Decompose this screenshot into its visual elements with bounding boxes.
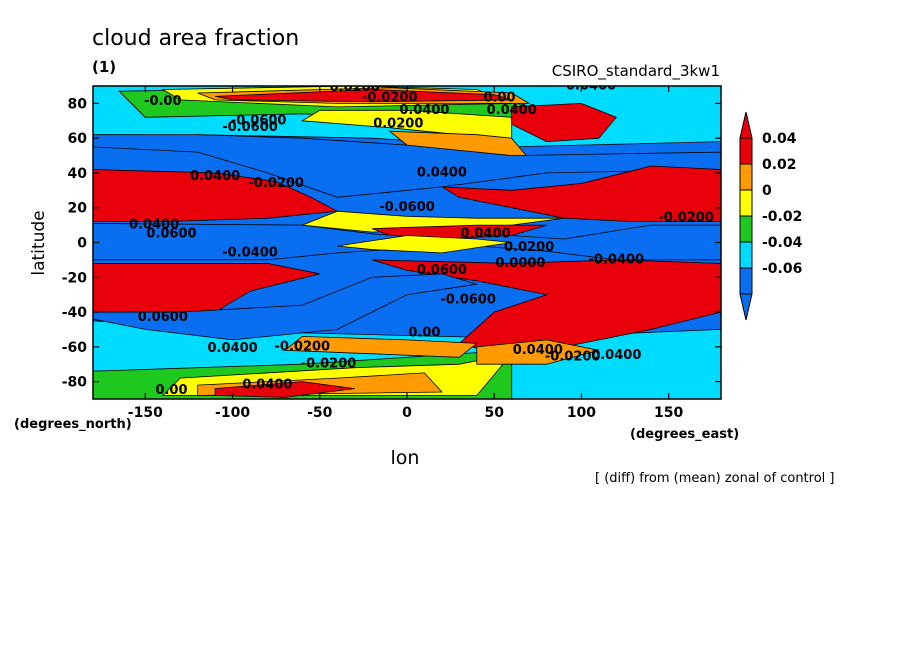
contour-label: 0.0200	[330, 80, 380, 95]
band-south-blue	[93, 273, 477, 341]
x-units-label: (degrees_east)	[630, 427, 739, 442]
contour-label: 0.0400	[417, 165, 467, 180]
contour-label: 0.0400	[591, 348, 641, 363]
contour-label: 0.0400	[513, 343, 563, 358]
contour-label: 0.0600	[417, 263, 467, 278]
filled-contour-bands	[93, 86, 721, 399]
colorbar-top-arrow	[739, 111, 753, 139]
colorbar-label: 0	[762, 183, 772, 199]
colorbar-swatch	[739, 137, 753, 165]
x-tick-label: -150	[128, 405, 163, 421]
contour-label: 0.0400	[399, 103, 449, 118]
contour-label: -0.0400	[561, 79, 617, 94]
y-tick-label: -20	[62, 270, 88, 286]
band-equator-yellow	[337, 235, 512, 254]
contour-label: 0.0400	[208, 341, 258, 356]
y-tick-label: 80	[68, 96, 88, 112]
colorbar-bottom-arrow	[739, 293, 753, 321]
colorbar-swatch	[739, 163, 753, 191]
chart-subtitle: (1)	[92, 58, 116, 76]
contour-label: -0.0200	[658, 211, 714, 226]
contour-label: -0.0600	[222, 120, 278, 135]
band-north-red-strip	[215, 89, 512, 103]
contour-label: -0.0200	[275, 339, 331, 354]
x-axis: -150 -100 -50 0 50 100 150	[128, 86, 684, 421]
colorbar-label: -0.02	[762, 209, 802, 225]
contour-label: -0.0200	[545, 350, 601, 365]
source-label: CSIRO_standard_3kw1	[552, 62, 720, 81]
contour-label: 0.0400	[487, 103, 537, 118]
contour-label: 0.00	[408, 325, 440, 340]
band-south-east-orange	[476, 339, 600, 365]
contour-label: -0.0200	[362, 91, 418, 106]
x-tick-label: 150	[654, 405, 683, 421]
contour-label: -0.0600	[231, 113, 287, 128]
colorbar-label: -0.06	[762, 261, 802, 277]
y-units-label: (degrees_north)	[14, 417, 132, 432]
chart-title: cloud area fraction	[92, 26, 299, 51]
contour-label: 0.00	[483, 91, 515, 106]
footnote: [ (diff) from (mean) zonal of control ]	[595, 471, 834, 486]
colorbar-label: 0.04	[762, 131, 797, 147]
contour-label: 0.0400	[129, 218, 179, 233]
x-tick-label: -50	[307, 405, 333, 421]
contour-label: 0.0600	[146, 226, 196, 241]
contour-label: 0.00	[155, 383, 187, 398]
band-south-west-red	[93, 263, 320, 313]
band-north-east-red	[441, 165, 721, 222]
contour-label: -0.0600	[379, 200, 435, 215]
x-axis-label: lon	[391, 447, 420, 469]
contour-label: 0.0400	[190, 169, 240, 184]
contour-label: 0.0400	[460, 226, 510, 241]
contour-label: 0.0200	[373, 117, 423, 132]
y-tick-label: 60	[68, 131, 88, 147]
contour-label: -0.0200	[301, 357, 357, 372]
contour-label: -0.00	[144, 94, 181, 109]
x-tick-label: -100	[215, 405, 250, 421]
contour-label: -0.0400	[589, 252, 645, 267]
y-tick-label: -80	[62, 375, 88, 391]
colorbar-swatch	[739, 215, 753, 243]
y-tick-label: 20	[68, 201, 88, 217]
y-tick-label: -40	[62, 305, 88, 321]
contour-label: -0.0400	[222, 245, 278, 260]
colorbar-swatch	[739, 267, 753, 295]
y-tick-label: 40	[68, 166, 88, 182]
x-tick-label: 50	[484, 405, 504, 421]
x-tick-label: 100	[567, 405, 596, 421]
band-south-red-blob	[214, 381, 355, 398]
band-south-orange-mid	[283, 335, 478, 358]
plot-area: 0.0200-0.00 -0.02000.04000.00-0.04000.040…	[92, 79, 722, 400]
colorbar-label: -0.04	[762, 235, 803, 251]
contour-label-layer: 0.0200-0.00 -0.02000.04000.00-0.04000.040…	[129, 79, 714, 398]
contour-label: -0.0600	[440, 292, 496, 307]
contour-label: 0.0000	[495, 256, 545, 271]
contour-label: 0.0400	[242, 378, 292, 393]
y-tick-label: -60	[62, 340, 88, 356]
y-tick-label: 0	[77, 236, 87, 252]
colorbar-label: 0.02	[762, 157, 797, 173]
y-axis: 80 60 40 20 0 -20 -40 -60 -80	[62, 96, 721, 391]
contour-label: 0.0200	[504, 240, 554, 255]
colorbar-swatch	[739, 189, 753, 217]
band-north-red-blob	[511, 102, 617, 143]
contour-label: 0.0600	[138, 310, 188, 325]
colorbar: 0.04 0.02 0 -0.02 -0.04 -0.06	[739, 111, 803, 321]
x-tick-label: 0	[402, 405, 412, 421]
colorbar-swatch	[739, 241, 753, 269]
contour-label: -0.0200	[248, 176, 304, 191]
y-axis-label: latitude	[29, 210, 49, 275]
